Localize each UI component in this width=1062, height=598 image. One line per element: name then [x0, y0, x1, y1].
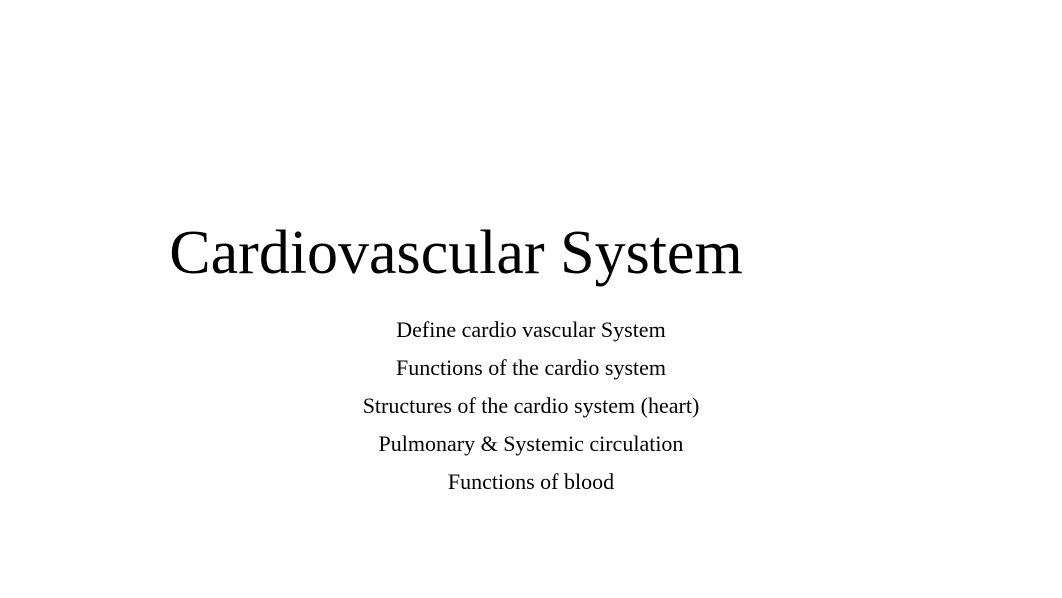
subtitle-item: Functions of the cardio system: [396, 355, 666, 381]
subtitle-item: Functions of blood: [448, 469, 614, 495]
subtitle-list: Define cardio vascular System Functions …: [363, 317, 700, 495]
subtitle-item: Pulmonary & Systemic circulation: [379, 431, 684, 457]
subtitle-item: Structures of the cardio system (heart): [363, 393, 700, 419]
slide-title: Cardiovascular System: [0, 218, 1062, 289]
presentation-slide: Cardiovascular System Define cardio vasc…: [0, 0, 1062, 598]
subtitle-item: Define cardio vascular System: [396, 317, 665, 343]
